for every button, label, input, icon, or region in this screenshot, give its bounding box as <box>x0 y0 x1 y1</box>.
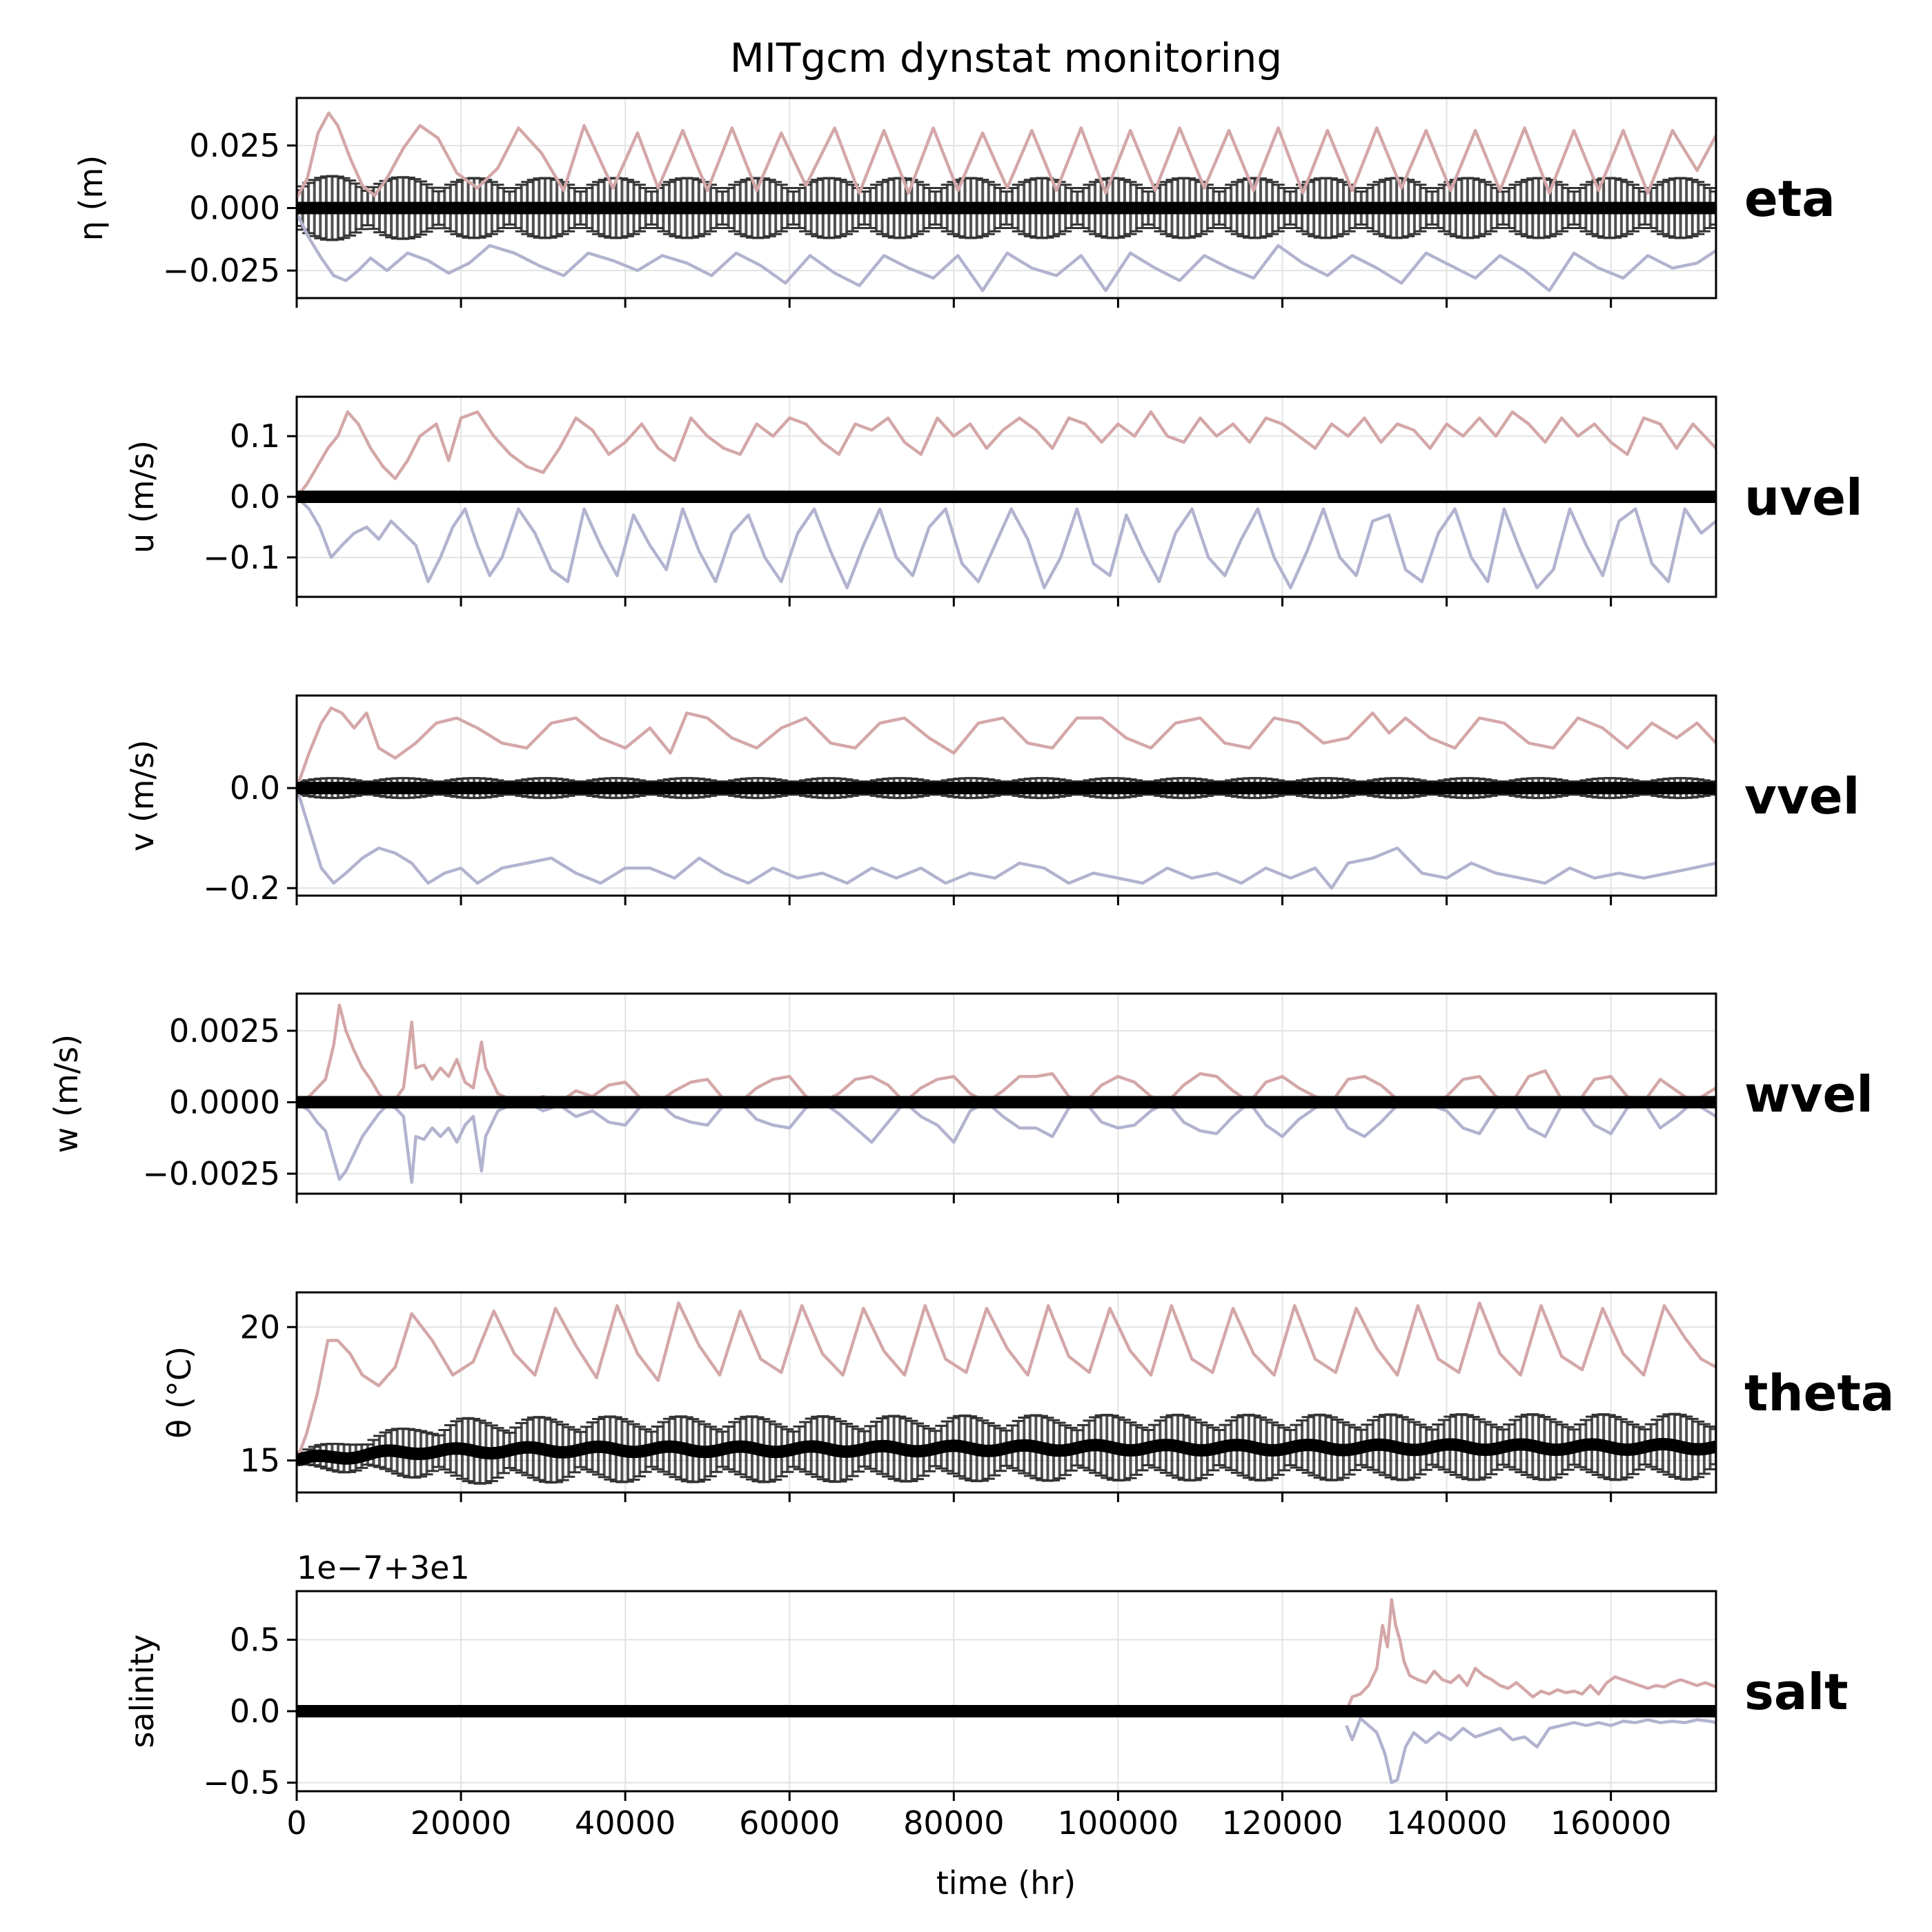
y-axis-label: θ (°C) <box>161 1346 198 1439</box>
min-series-line <box>297 495 1716 590</box>
panel-name-label: vvel <box>1744 767 1860 825</box>
max-series-line <box>297 410 1716 498</box>
y-tick-label: 15 <box>239 1442 280 1479</box>
min-series-line <box>1345 1717 1716 1784</box>
panel-theta: 15 20 θ (°C) theta <box>161 1291 1895 1502</box>
x-axis-label: time (hr) <box>936 1864 1076 1902</box>
panel-eta: −0.025 0.000 0.025 η (m) eta <box>72 97 1835 308</box>
panel-vvel: −0.2 0.0 v (m/s) vvel <box>124 694 1860 907</box>
panel-frame <box>295 694 1717 897</box>
y-tick-label: 0.0 <box>230 1693 280 1730</box>
panel-frame <box>295 1291 1717 1494</box>
panel-name-label: theta <box>1744 1364 1895 1422</box>
x-tick-label: 140000 <box>1386 1804 1508 1842</box>
plot-area <box>297 1003 1716 1184</box>
y-tick-label: 0.5 <box>230 1621 280 1658</box>
y-tick-label: 0.000 <box>189 190 280 227</box>
panel-name-label: salt <box>1744 1663 1849 1721</box>
y-tick-label: 0.0 <box>230 478 280 515</box>
panel-name-label: wvel <box>1744 1065 1873 1123</box>
y-tick-label: 0.0025 <box>169 1012 280 1049</box>
plot-area <box>297 410 1716 590</box>
panel-uvel: −0.1 0.0 0.1 u (m/s) uvel <box>124 395 1863 607</box>
x-tick-label: 120000 <box>1222 1804 1343 1842</box>
panels-group: −0.025 0.000 0.025 η (m) eta −0.1 0.0 0.1 u (m/s… <box>48 97 1895 1842</box>
chart-title: MITgcm dynstat monitoring <box>730 34 1282 81</box>
x-tick-label: 0 <box>286 1804 306 1842</box>
panel-frame <box>295 992 1717 1195</box>
plot-area <box>297 1598 1716 1784</box>
panel-name-label: uvel <box>1744 469 1863 526</box>
y-tick-label: −0.1 <box>203 539 280 576</box>
max-series-line <box>297 111 1716 199</box>
panel-name-label: eta <box>1744 170 1835 228</box>
y-tick-label: 20 <box>239 1308 280 1346</box>
x-tick-label: 80000 <box>903 1804 1004 1842</box>
y-axis-label: u (m/s) <box>124 440 161 553</box>
plot-area <box>297 111 1716 293</box>
x-tick-label: 40000 <box>575 1804 676 1842</box>
plot-area <box>297 706 1716 890</box>
y-axis-label: w (m/s) <box>48 1034 85 1153</box>
x-tick-label: 100000 <box>1058 1804 1179 1842</box>
x-tick-label: 20000 <box>411 1804 511 1842</box>
mean-series-line <box>297 1438 1716 1467</box>
y-tick-label: 0.0000 <box>169 1083 280 1121</box>
max-series-line <box>297 1301 1716 1461</box>
min-series-line <box>297 212 1716 293</box>
y-tick-label: −0.025 <box>163 252 280 289</box>
panel-wvel: −0.0025 0.0000 0.0025 w (m/s) wvel <box>48 992 1873 1203</box>
y-tick-label: −0.0025 <box>143 1155 281 1192</box>
x-tick-label: 60000 <box>739 1804 840 1842</box>
min-series-line <box>297 787 1716 890</box>
x-tick-label: 160000 <box>1550 1804 1672 1842</box>
max-series-line <box>1345 1598 1716 1712</box>
y-axis-label: η (m) <box>72 155 110 241</box>
y-axis-label: salinity <box>124 1635 161 1748</box>
y-tick-label: 0.1 <box>230 417 280 455</box>
min-series-line <box>297 1101 1716 1184</box>
y-tick-label: 0.0 <box>230 769 280 807</box>
axis-offset-text: 1e−7+3e1 <box>297 1549 470 1586</box>
max-series-line <box>297 1003 1716 1104</box>
y-tick-label: −0.2 <box>203 869 280 907</box>
y-tick-label: 0.025 <box>189 127 280 164</box>
panel-frame <box>295 97 1717 299</box>
y-tick-label: −0.5 <box>203 1764 280 1802</box>
y-axis-label: v (m/s) <box>124 740 161 851</box>
panel-salt: −0.5 0.0 0.5 0 20000 40000 60000 80000 100000 120… <box>124 1549 1849 1842</box>
panel-frame <box>295 1590 1717 1793</box>
plot-area <box>297 1301 1716 1485</box>
max-series-line <box>297 706 1716 789</box>
